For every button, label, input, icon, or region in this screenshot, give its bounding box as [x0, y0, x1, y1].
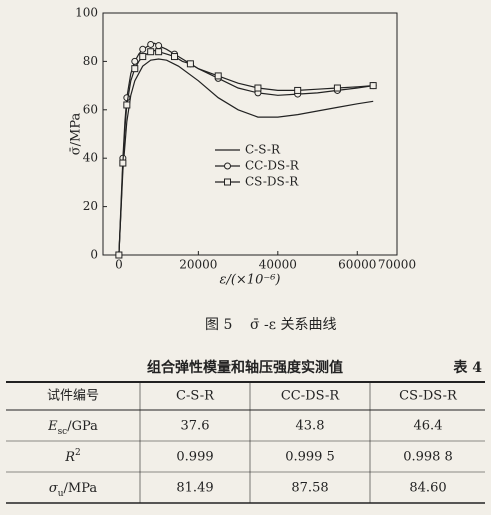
- table-cell: 43.8: [296, 419, 325, 434]
- row-label-part: E: [47, 419, 58, 434]
- x-axis-label: ε/(×10⁻⁶): [219, 273, 280, 288]
- point: [131, 57, 139, 65]
- y-axis-label: σ̄/MPa: [69, 113, 84, 156]
- table-cell: 84.60: [409, 481, 446, 496]
- row-label: Esc/GPa: [47, 419, 98, 437]
- caption-number: 图 5: [205, 317, 232, 333]
- table-cell: 0.999 5: [285, 450, 335, 465]
- point: [147, 48, 155, 56]
- point: [139, 53, 147, 61]
- table-cell: 0.998 8: [403, 450, 453, 465]
- y-tick-label: 20: [83, 199, 98, 213]
- y-tick-label: 80: [83, 54, 98, 68]
- point: [294, 86, 302, 94]
- point: [155, 42, 163, 50]
- row-label-part: R: [64, 450, 75, 465]
- y-tick-label: 60: [83, 102, 98, 116]
- point: [171, 53, 179, 61]
- table-cell: 37.6: [181, 419, 210, 434]
- point: [131, 65, 139, 73]
- point: [155, 48, 163, 56]
- point: [123, 101, 131, 109]
- x-tick-label: 0: [115, 258, 123, 272]
- point: [254, 84, 262, 92]
- table-cell: 87.58: [291, 481, 328, 496]
- legend-label: CC-DS-R: [245, 159, 300, 173]
- y-tick-label: 100: [75, 6, 98, 20]
- legend-marker: [224, 178, 231, 186]
- point: [214, 72, 222, 80]
- y-tick-label: 40: [83, 151, 98, 165]
- row-label: R2: [64, 448, 81, 465]
- row-label-part: /MPa: [64, 481, 98, 496]
- point: [115, 251, 123, 259]
- series-line: [118, 49, 374, 256]
- row-label-part: 2: [75, 448, 81, 458]
- caption-text: σ̄ -ε 关系曲线: [250, 317, 336, 333]
- table-header: C-S-R: [176, 389, 215, 404]
- x-tick-label: 70000: [378, 258, 416, 272]
- legend-label: C-S-R: [245, 143, 281, 157]
- row-label-part: sc: [58, 427, 68, 437]
- x-tick-label: 60000: [338, 258, 376, 272]
- y-tick-label: 0: [90, 248, 98, 262]
- series-line: [118, 58, 374, 256]
- row-label: σu/MPa: [49, 481, 98, 499]
- row-label-part: u: [58, 489, 64, 499]
- table-header: 试件编号: [47, 389, 99, 404]
- legend-marker: [224, 162, 231, 170]
- point: [369, 82, 377, 90]
- point: [119, 159, 127, 167]
- table-title: 组合弹性模量和轴压强度实测值: [147, 359, 343, 376]
- row-label-part: /GPa: [67, 419, 98, 434]
- x-tick-label: 20000: [179, 258, 217, 272]
- table-header: CS-DS-R: [399, 389, 458, 404]
- table-header: CC-DS-R: [281, 389, 340, 404]
- table-number: 表 4: [452, 359, 482, 376]
- table-cell: 81.49: [176, 481, 213, 496]
- legend-label: CS-DS-R: [245, 175, 299, 189]
- table-cell: 46.4: [414, 419, 443, 434]
- point: [186, 60, 194, 68]
- point: [147, 40, 155, 48]
- point: [333, 84, 341, 92]
- x-tick-label: 40000: [259, 258, 297, 272]
- series-line: [118, 42, 374, 256]
- table-cell: 0.999: [176, 450, 213, 465]
- point: [139, 45, 147, 53]
- row-label-part: σ: [49, 481, 59, 496]
- plot-frame: [102, 12, 398, 256]
